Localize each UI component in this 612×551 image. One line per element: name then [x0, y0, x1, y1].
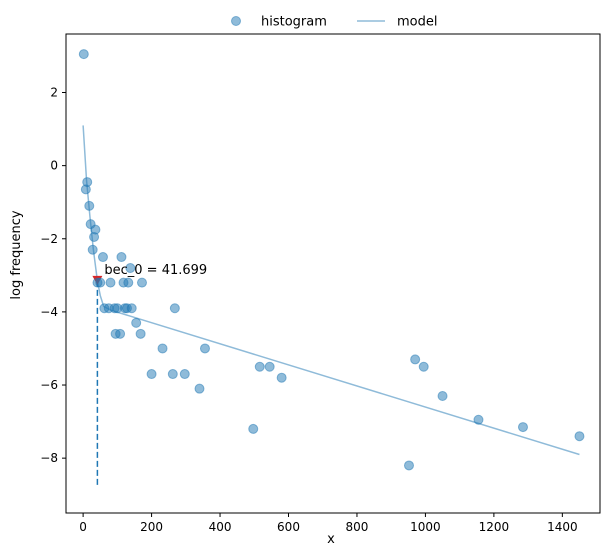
y-tick-label: −8	[40, 451, 58, 465]
histogram-point	[418, 361, 429, 372]
legend-histogram-label: histogram	[261, 15, 327, 30]
histogram-point	[276, 372, 287, 383]
x-tick-label: 200	[140, 520, 163, 534]
y-tick-label: −6	[40, 378, 58, 392]
axes-frame	[65, 33, 601, 514]
histogram-point	[78, 49, 89, 60]
histogram-point	[169, 303, 180, 314]
histogram-point	[84, 200, 95, 211]
histogram-point	[125, 263, 136, 274]
x-tick-label: 400	[209, 520, 232, 534]
histogram-point	[248, 423, 259, 434]
histogram-point	[82, 177, 93, 188]
legend-model-label: model	[397, 15, 437, 30]
model-line	[82, 125, 580, 456]
x-tick-label: 600	[277, 520, 300, 534]
y-axis: 2 0 −2 −4 −6 −8	[40, 86, 66, 465]
histogram-point	[199, 343, 210, 354]
histogram-point	[157, 343, 168, 354]
histogram-point	[179, 369, 190, 380]
histogram-point	[123, 277, 134, 288]
histogram-point	[95, 277, 106, 288]
x-axis-label: x	[327, 532, 335, 547]
y-tick-label: 0	[50, 159, 58, 173]
x-tick-label: 1400	[547, 520, 578, 534]
legend: histogram model	[231, 15, 437, 30]
histogram-point	[167, 369, 178, 380]
y-tick-label: 2	[50, 86, 58, 100]
model-series	[82, 125, 580, 456]
y-tick-label: −2	[40, 232, 58, 246]
histogram-point	[403, 460, 414, 471]
histogram-point	[116, 252, 127, 263]
histogram-point	[437, 390, 448, 401]
histogram-point	[135, 328, 146, 339]
histogram-point	[115, 328, 126, 339]
legend-histogram-marker	[231, 16, 241, 26]
histogram-point	[105, 277, 116, 288]
x-tick-label: 0	[79, 520, 87, 534]
histogram-point	[97, 252, 108, 263]
histogram-point	[410, 354, 421, 365]
histogram-point	[136, 277, 147, 288]
x-tick-label: 800	[346, 520, 369, 534]
x-tick-label: 1000	[410, 520, 441, 534]
histogram-point	[574, 431, 585, 442]
histogram-point	[517, 422, 528, 433]
histogram-point	[87, 244, 98, 255]
histogram-point	[131, 317, 142, 328]
x-axis: 0 200 400 600 800 1000 1200 1400	[79, 513, 578, 534]
histogram-point	[473, 414, 484, 425]
y-tick-label: −4	[40, 305, 58, 319]
histogram-point	[146, 369, 157, 380]
threshold-annotation: bec_0 = 41.699	[104, 263, 207, 278]
histogram-series	[78, 49, 585, 471]
histogram-point	[264, 361, 275, 372]
y-axis-label: log frequency	[9, 210, 24, 299]
histogram-point	[194, 383, 205, 394]
histogram-point	[90, 224, 101, 235]
histogram-point	[126, 303, 137, 314]
x-tick-label: 1200	[479, 520, 510, 534]
histogram-point	[254, 361, 265, 372]
plot-area	[78, 49, 585, 488]
